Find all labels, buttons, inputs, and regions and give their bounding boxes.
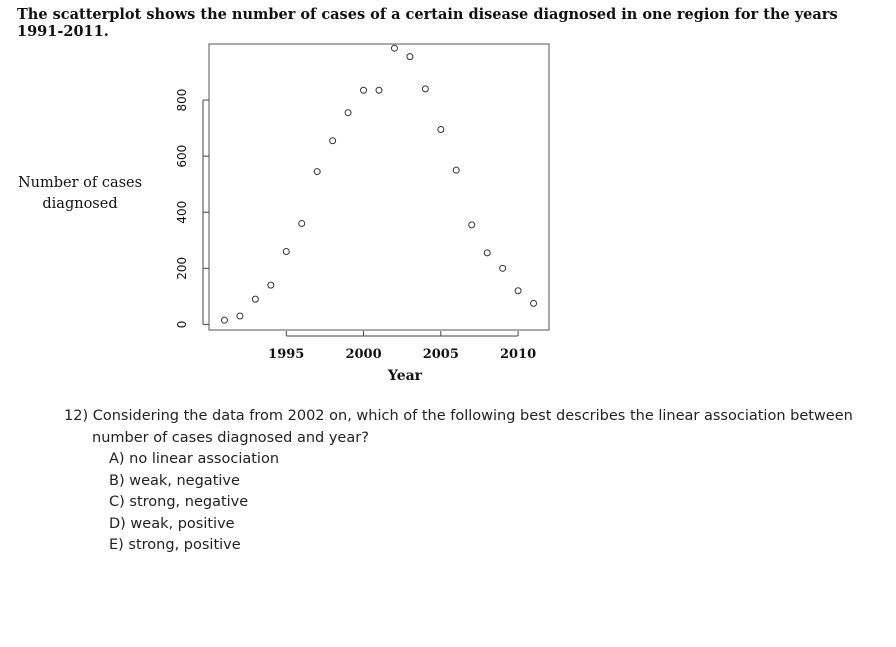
question-stem: 12) Considering the data from 2002 on, w… <box>64 408 853 446</box>
y-tick-label: 800 <box>175 89 189 112</box>
x-tick-label: 2005 <box>423 347 459 362</box>
data-point <box>220 316 228 324</box>
data-point <box>514 287 522 295</box>
y-tick-label: 0 <box>175 321 189 329</box>
y-tick-label: 400 <box>175 201 189 224</box>
y-axis-label-line2: diagnosed <box>42 196 118 212</box>
data-point <box>530 299 538 307</box>
y-axis-label-line1: Number of cases <box>17 175 143 191</box>
plot-frame <box>208 43 550 331</box>
scatterplot: 1995 2000 2005 2010 0 200 400 600 800 Year <box>175 43 550 384</box>
data-point <box>313 168 321 176</box>
x-axis: 1995 2000 2005 2010 <box>268 331 536 362</box>
x-tick-label: 2000 <box>345 347 381 362</box>
data-point <box>468 221 476 229</box>
data-point <box>452 166 460 174</box>
data-points <box>220 44 538 324</box>
choice-d[interactable]: D) weak, positive <box>109 515 235 532</box>
x-axis-title: Year <box>387 368 423 384</box>
choice-b[interactable]: B) weak, negative <box>109 472 240 489</box>
answer-choices: A) no linear association B) weak, negati… <box>64 449 864 557</box>
data-point <box>390 44 398 52</box>
data-point <box>483 249 491 257</box>
data-point <box>406 53 414 61</box>
data-point <box>267 281 275 289</box>
data-point <box>251 295 259 303</box>
choice-a[interactable]: A) no linear association <box>109 451 280 467</box>
x-tick-label: 2010 <box>500 347 536 362</box>
y-tick-label: 600 <box>175 145 189 168</box>
data-point <box>437 126 445 134</box>
data-point <box>375 86 383 94</box>
data-point <box>421 85 429 93</box>
x-tick-label: 1995 <box>268 347 304 362</box>
y-tick-label: 200 <box>175 257 189 280</box>
data-point <box>499 264 507 272</box>
data-point <box>360 86 368 94</box>
data-point <box>329 137 337 145</box>
data-point <box>236 312 244 320</box>
y-axis-side-label: Number of cases diagnosed <box>10 173 150 215</box>
data-point <box>344 109 352 117</box>
choice-e[interactable]: E) strong, positive <box>109 537 241 553</box>
intro-text: The scatterplot shows the number of case… <box>17 6 838 40</box>
question-block: 12) Considering the data from 2002 on, w… <box>64 406 864 557</box>
choice-c[interactable]: C) strong, negative <box>109 494 249 510</box>
y-axis: 0 200 400 600 800 <box>175 89 209 329</box>
data-point <box>298 219 306 227</box>
data-point <box>282 247 290 255</box>
